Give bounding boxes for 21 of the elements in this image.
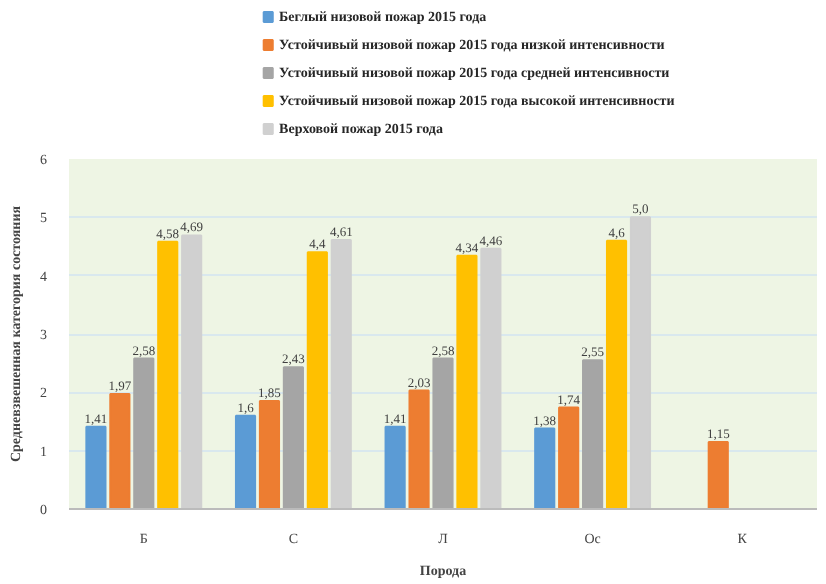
- bar: [282, 366, 304, 509]
- bar: [432, 357, 454, 509]
- bar: [582, 359, 604, 509]
- bar: [534, 427, 556, 509]
- bar: [85, 425, 107, 509]
- bar: [408, 389, 430, 509]
- bar: [629, 216, 652, 509]
- bar: [456, 254, 478, 509]
- bar: [181, 234, 203, 509]
- bar: [157, 240, 179, 509]
- bar: [133, 357, 155, 509]
- bar: [707, 440, 729, 509]
- bar: [384, 425, 406, 509]
- bar: [109, 393, 131, 509]
- bar: [258, 400, 281, 509]
- bar: [605, 239, 628, 509]
- bar: [480, 247, 502, 509]
- bar: [234, 414, 257, 509]
- bar: [558, 406, 580, 509]
- bar: [330, 239, 352, 509]
- bar: [306, 251, 328, 509]
